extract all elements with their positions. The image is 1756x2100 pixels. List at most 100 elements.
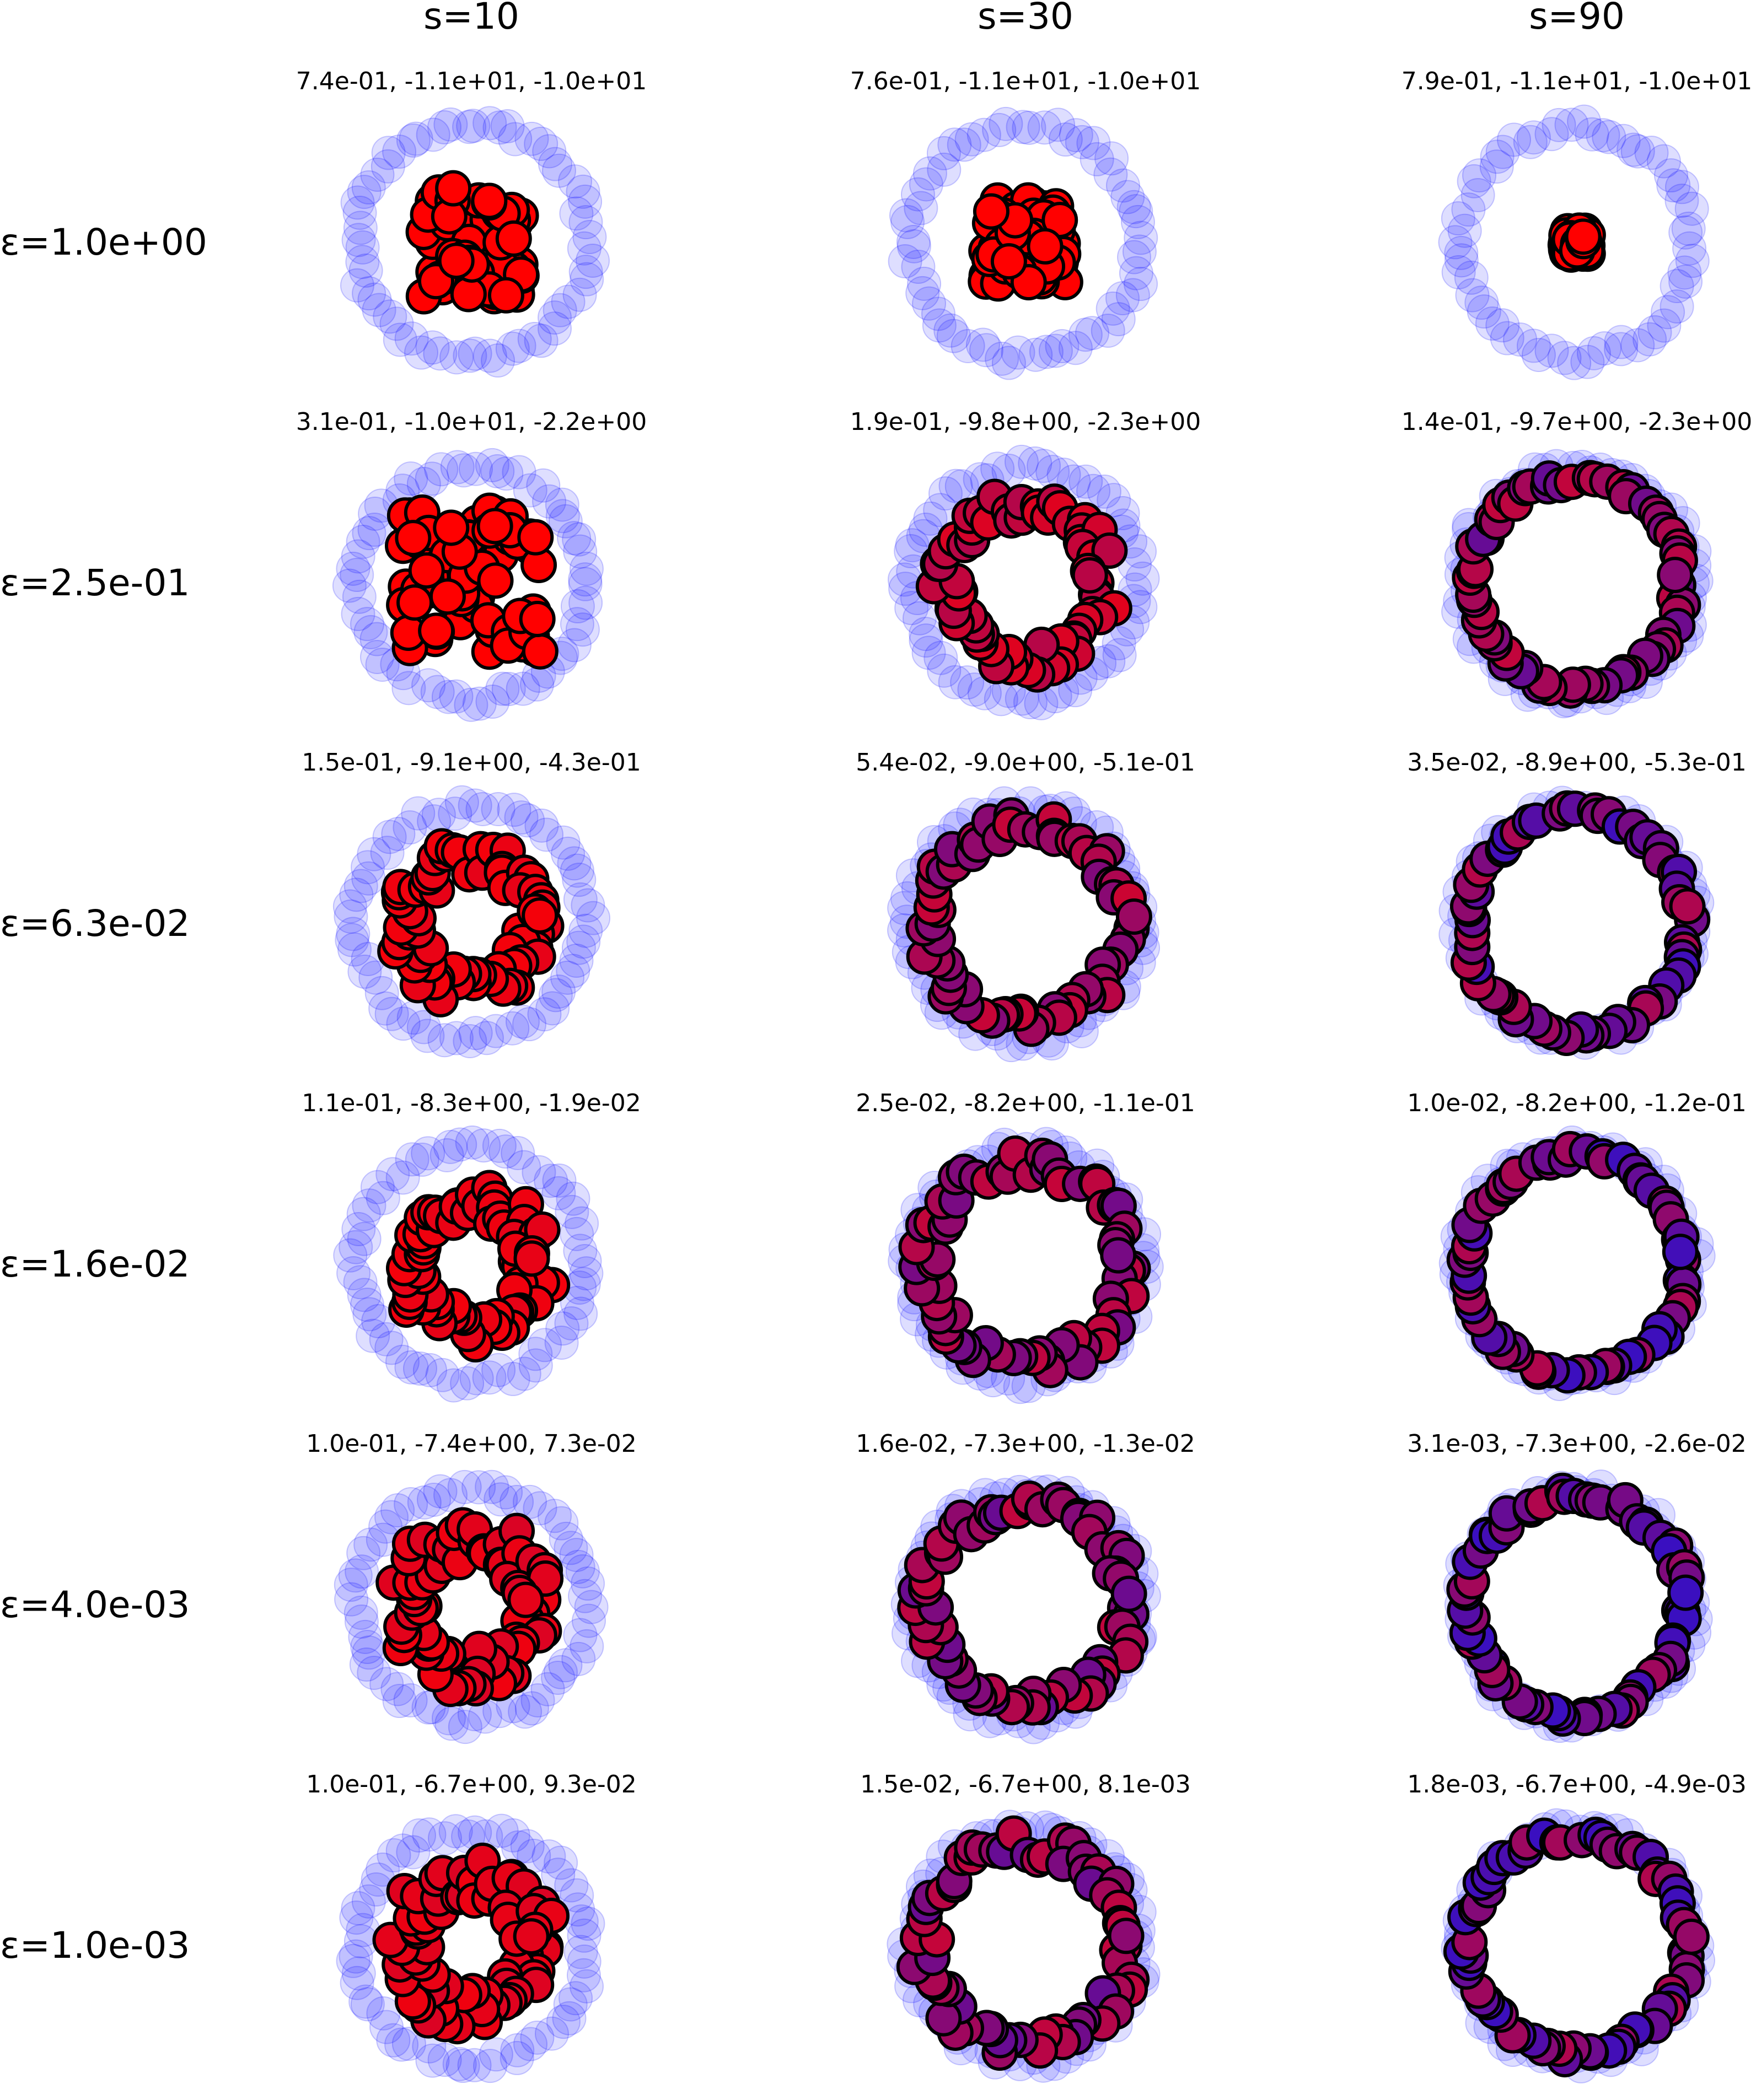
panel: 1.1e-01, -8.3e+00, -1.9e-02 bbox=[302, 1089, 641, 1403]
target-point bbox=[345, 245, 380, 279]
target-point bbox=[427, 110, 462, 144]
panel-title: 3.1e-01, -1.0e+01, -2.2e+00 bbox=[296, 408, 647, 436]
target-point bbox=[416, 1482, 451, 1517]
target-point bbox=[1029, 335, 1064, 369]
particle-points bbox=[1449, 790, 1711, 1056]
target-point bbox=[538, 311, 572, 346]
target-point bbox=[1570, 344, 1605, 379]
target-point bbox=[447, 1469, 482, 1504]
target-point bbox=[352, 516, 386, 551]
target-point bbox=[385, 1833, 420, 1868]
target-point bbox=[415, 461, 449, 496]
target-point bbox=[542, 1163, 577, 1198]
target-point bbox=[1620, 328, 1655, 363]
target-point bbox=[370, 836, 405, 870]
particle-point bbox=[507, 1581, 544, 1618]
target-point bbox=[343, 1265, 378, 1300]
target-point bbox=[1451, 192, 1486, 227]
target-point bbox=[420, 675, 455, 709]
target-point bbox=[518, 1337, 553, 1371]
panel: 7.9e-01, -1.1e+01, -1.0e+01 bbox=[1401, 67, 1752, 380]
target-point bbox=[485, 671, 520, 706]
target-point bbox=[1479, 149, 1514, 184]
target-point bbox=[530, 1672, 565, 1706]
target-point bbox=[1068, 317, 1103, 352]
target-point bbox=[347, 1221, 382, 1256]
target-point bbox=[565, 1554, 600, 1589]
target-point bbox=[936, 319, 971, 353]
target-point bbox=[391, 671, 426, 706]
panel-title: 1.6e-02, -7.3e+00, -1.3e-02 bbox=[856, 1430, 1195, 1458]
target-point bbox=[345, 230, 380, 265]
target-point bbox=[489, 456, 524, 491]
target-point bbox=[927, 152, 962, 187]
target-point bbox=[933, 313, 968, 348]
target-points bbox=[336, 1813, 605, 2083]
target-point bbox=[339, 1900, 374, 1935]
particle-points bbox=[372, 1843, 570, 2045]
target-point bbox=[369, 1667, 404, 1701]
target-point bbox=[938, 665, 973, 699]
target-point bbox=[369, 2010, 404, 2044]
target-point bbox=[555, 1194, 589, 1229]
target-point bbox=[1592, 120, 1626, 154]
target-point bbox=[562, 277, 597, 312]
target-point bbox=[461, 1470, 496, 1505]
target-point bbox=[439, 679, 474, 714]
target-point bbox=[339, 1230, 373, 1264]
target-point bbox=[523, 1491, 557, 1526]
target-point bbox=[549, 1521, 583, 1556]
target-point bbox=[402, 1351, 437, 1386]
target-point bbox=[352, 276, 386, 311]
target-point bbox=[360, 1170, 395, 1204]
target-point bbox=[336, 551, 370, 586]
panel-title: 1.9e-01, -9.8e+00, -2.3e+00 bbox=[850, 408, 1201, 436]
target-point bbox=[382, 134, 417, 169]
target-point bbox=[372, 820, 407, 854]
target-point bbox=[1444, 235, 1479, 270]
target-point bbox=[332, 889, 367, 924]
target-point bbox=[1604, 332, 1639, 367]
row-label: ε=6.3e-02 bbox=[0, 902, 190, 945]
target-point bbox=[373, 299, 407, 334]
particle-point bbox=[1100, 1237, 1137, 1274]
target-point bbox=[339, 877, 374, 912]
particle-point bbox=[438, 243, 475, 279]
target-point bbox=[381, 816, 416, 851]
column-title: s=90 bbox=[1529, 0, 1625, 37]
target-point bbox=[947, 127, 981, 162]
target-point bbox=[1125, 561, 1160, 596]
target-point bbox=[923, 640, 958, 675]
target-point bbox=[567, 1243, 602, 1278]
target-point bbox=[481, 1353, 516, 1387]
target-point bbox=[341, 1956, 376, 1991]
target-point bbox=[411, 668, 446, 703]
target-point bbox=[556, 1181, 590, 1216]
panel: 5.4e-02, -9.0e+00, -5.1e-01 bbox=[856, 749, 1195, 1063]
target-point bbox=[405, 1143, 439, 1177]
target-point bbox=[554, 1531, 588, 1565]
target-point bbox=[436, 1368, 471, 1403]
target-point bbox=[568, 562, 603, 597]
target-point bbox=[1018, 337, 1053, 372]
panel: 1.8e-03, -6.7e+00, -4.9e-03 bbox=[1407, 1770, 1747, 2083]
target-point bbox=[350, 1288, 385, 1322]
target-points bbox=[887, 444, 1160, 720]
target-point bbox=[1516, 120, 1551, 155]
row-label: ε=4.0e-03 bbox=[0, 1584, 190, 1626]
target-point bbox=[1460, 178, 1495, 213]
target-point bbox=[902, 601, 937, 636]
panel: 1.0e-01, -6.7e+00, 9.3e-02 bbox=[306, 1770, 637, 2083]
target-point bbox=[514, 1691, 549, 1726]
target-point bbox=[1462, 158, 1497, 193]
target-point bbox=[365, 647, 400, 682]
row-label: ε=1.0e+00 bbox=[0, 221, 207, 263]
target-point bbox=[1671, 211, 1706, 246]
target-point bbox=[514, 121, 549, 156]
particle-point bbox=[1108, 1918, 1145, 1954]
particle-point bbox=[433, 509, 470, 546]
target-points bbox=[332, 448, 604, 722]
target-point bbox=[479, 2037, 513, 2072]
panel-title: 3.1e-03, -7.3e+00, -2.6e-02 bbox=[1407, 1430, 1746, 1458]
target-point bbox=[950, 665, 985, 700]
